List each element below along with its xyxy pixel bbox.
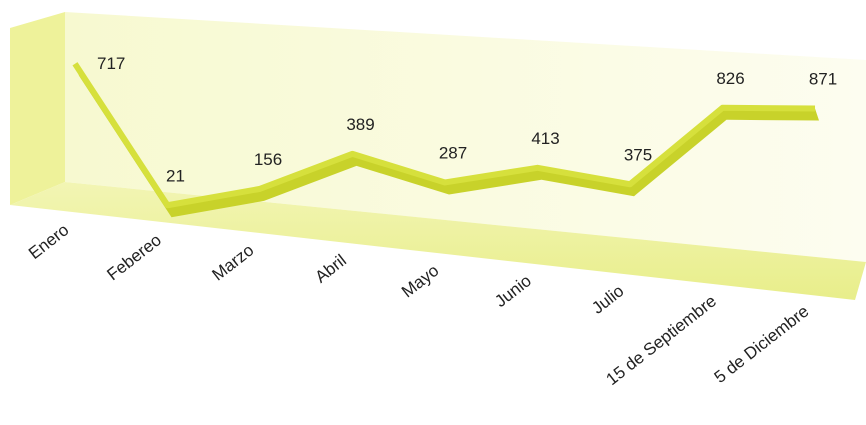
- x-tick-label: 15 de Septiembre: [603, 291, 720, 389]
- side-wall: [10, 12, 65, 205]
- value-label: 413: [531, 129, 559, 148]
- x-tick-label: Mayo: [398, 261, 442, 302]
- x-tick-label: Febereo: [103, 230, 165, 284]
- value-label: 826: [716, 69, 744, 88]
- line: [72, 62, 816, 209]
- x-tick-label: Julio: [588, 281, 627, 318]
- value-label: 156: [254, 150, 282, 169]
- ribbon-face: [75, 63, 819, 218]
- x-tick-label: Abril: [311, 251, 350, 287]
- value-label: 21: [166, 166, 185, 185]
- value-label: 389: [346, 115, 374, 134]
- value-label: 287: [439, 143, 467, 162]
- x-tick-label: Junio: [491, 271, 535, 311]
- x-tick-label: Marzo: [209, 241, 258, 285]
- x-tick-label: 5 de Diciembre: [711, 302, 813, 387]
- x-tick-label: Enero: [25, 220, 72, 263]
- value-label: 375: [624, 145, 652, 164]
- floor: [10, 182, 866, 300]
- value-label: 871: [809, 70, 837, 89]
- value-label: 717: [97, 54, 125, 73]
